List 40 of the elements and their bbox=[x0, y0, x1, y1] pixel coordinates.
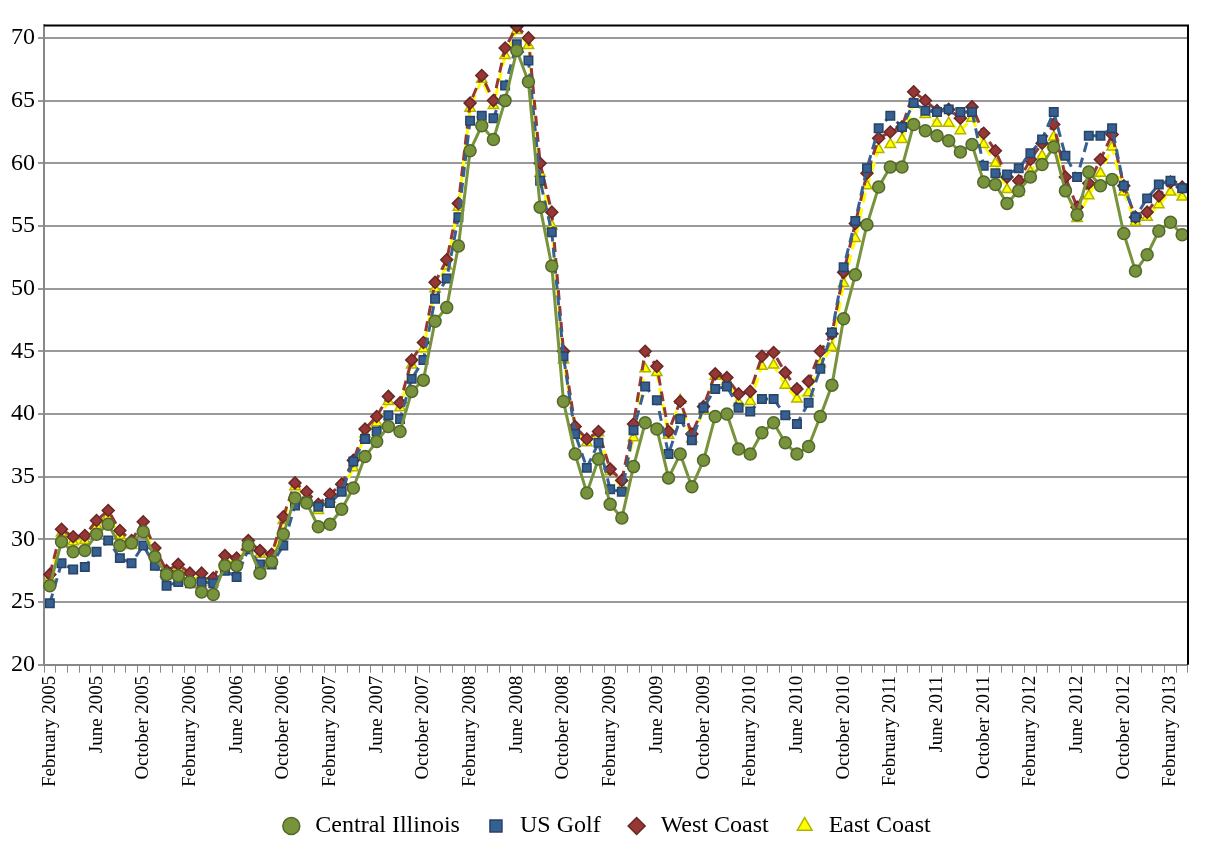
y-tick-label: 40 bbox=[11, 399, 35, 426]
x-tick-label: October 2006 bbox=[271, 675, 293, 780]
y-tick-label: 60 bbox=[11, 148, 35, 175]
legend-label: East Coast bbox=[828, 811, 932, 838]
x-tick-label: February 2013 bbox=[1158, 675, 1180, 788]
x-tick-label: February 2006 bbox=[177, 675, 199, 788]
y-tick-label: 30 bbox=[11, 524, 35, 551]
x-tick-label: February 2005 bbox=[37, 675, 59, 788]
legend-label: Central Illinois bbox=[315, 811, 460, 838]
x-tick-label: June 2012 bbox=[1065, 675, 1087, 754]
x-tick-label: October 2012 bbox=[1111, 675, 1133, 780]
x-tick-label: October 2005 bbox=[131, 675, 153, 780]
x-tick-label: February 2009 bbox=[598, 675, 620, 788]
y-tick-label: 70 bbox=[11, 23, 35, 50]
y-tick-label: 65 bbox=[11, 85, 35, 112]
x-tick-label: October 2008 bbox=[551, 675, 573, 780]
x-tick-label: June 2008 bbox=[504, 675, 526, 754]
x-tick-label: February 2008 bbox=[458, 675, 480, 788]
x-tick-label: October 2011 bbox=[971, 675, 993, 779]
x-tick-label: February 2007 bbox=[317, 675, 339, 788]
y-tick-label: 35 bbox=[11, 461, 35, 488]
x-tick-label: October 2007 bbox=[411, 675, 433, 780]
y-tick-label: 55 bbox=[11, 211, 35, 238]
legend-label: US Golf bbox=[519, 811, 601, 838]
x-tick-label: February 2010 bbox=[738, 675, 760, 788]
y-tick-label: 20 bbox=[11, 649, 35, 676]
y-tick-label: 45 bbox=[11, 336, 35, 363]
x-tick-label: June 2009 bbox=[644, 675, 666, 754]
legend-label: West Coast bbox=[660, 811, 770, 838]
x-tick-label: February 2011 bbox=[878, 675, 900, 787]
x-tick-label: October 2010 bbox=[831, 675, 853, 780]
x-tick-label: February 2012 bbox=[1018, 675, 1040, 788]
x-tick-label: June 2005 bbox=[84, 675, 106, 754]
y-tick-label: 25 bbox=[11, 587, 35, 614]
x-tick-label: June 2010 bbox=[784, 675, 806, 754]
x-tick-label: June 2006 bbox=[224, 675, 246, 754]
y-tick-label: 50 bbox=[11, 273, 35, 300]
x-tick-label: June 2011 bbox=[925, 675, 946, 753]
x-tick-label: October 2009 bbox=[691, 675, 713, 780]
x-tick-label: June 2007 bbox=[364, 675, 386, 754]
